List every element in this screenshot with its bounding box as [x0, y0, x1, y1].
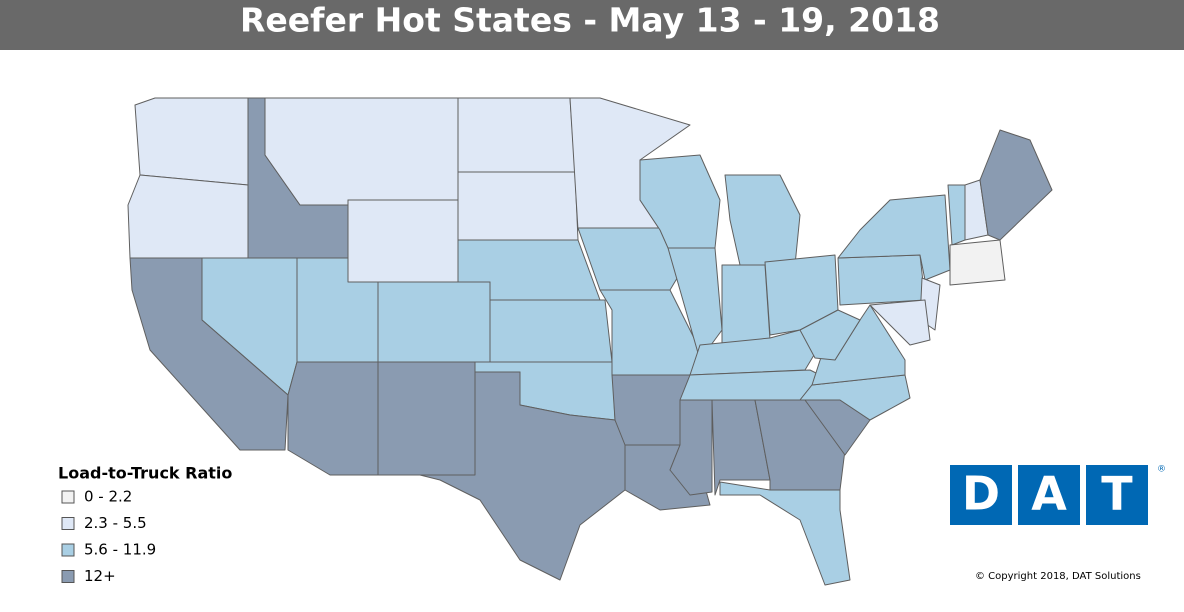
legend-label: 5.6 - 11.9: [84, 541, 156, 559]
header-bar: [0, 0, 1184, 50]
logo-box: [1018, 465, 1080, 525]
logo-letter: D: [962, 467, 1000, 521]
state: [377, 361, 476, 476]
us-map: [127, 97, 1053, 586]
copyright: © Copyright 2018, DAT Solutions: [975, 571, 1141, 582]
legend-label: 2.3 - 5.5: [84, 514, 147, 532]
state: [129, 257, 289, 451]
state: [721, 264, 771, 346]
state: [134, 97, 249, 186]
legend-label: 12+: [84, 567, 116, 585]
legend-swatch: [61, 570, 75, 583]
state: [679, 369, 821, 401]
logo-letter: T: [1101, 467, 1133, 521]
logo-mark: ®: [1157, 465, 1166, 475]
legend-label: 0 - 2.2: [84, 488, 132, 506]
state: [264, 97, 459, 206]
state: [577, 227, 683, 291]
legend-swatch: [61, 490, 75, 504]
legend-swatch: [61, 543, 75, 557]
state: [947, 184, 966, 246]
state: [287, 361, 379, 476]
logo-box: [950, 465, 1012, 525]
state: [979, 129, 1053, 241]
legend-title: Load-to-Truck Ratio: [58, 464, 232, 483]
legend-swatch: [61, 517, 75, 530]
state: [347, 199, 459, 283]
state: [377, 281, 491, 363]
state: [837, 254, 926, 306]
state: [457, 171, 579, 241]
state: [949, 239, 1006, 286]
logo-letter: A: [1031, 467, 1067, 521]
legend: 0 - 2.2 2.3 - 5.5 5.6 - 11.9 12+: [61, 488, 156, 585]
dat-logo: D A T ®: [950, 465, 1166, 525]
state: [127, 174, 249, 259]
state: [724, 174, 801, 266]
state: [799, 309, 861, 361]
state: [419, 371, 626, 581]
state: [719, 481, 851, 586]
state: [611, 374, 691, 446]
title: Reefer Hot States - May 13 - 19, 2018: [240, 1, 940, 40]
logo-box: [1086, 465, 1148, 525]
state: [457, 97, 576, 173]
state: [837, 194, 951, 281]
state: [489, 299, 613, 363]
state: [711, 399, 771, 496]
state: [869, 299, 931, 346]
